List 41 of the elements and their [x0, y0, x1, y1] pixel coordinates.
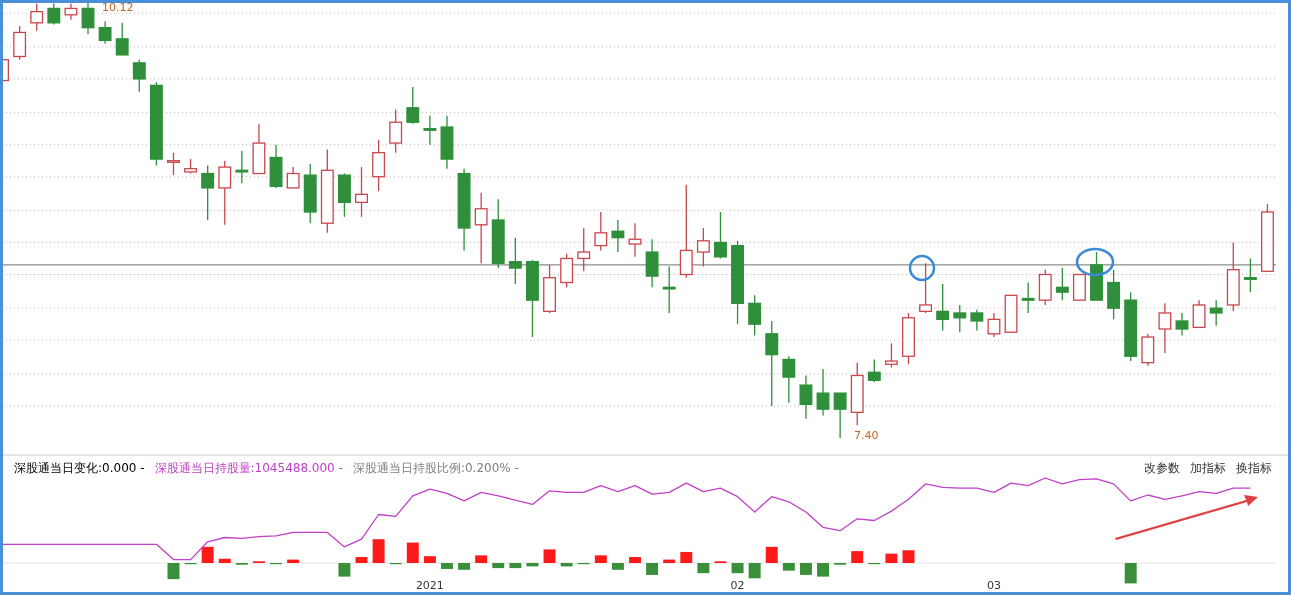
- bar: [167, 563, 180, 580]
- bar: [423, 556, 436, 563]
- text: 深股通当日变化:0.000 -: [14, 461, 145, 475]
- bar: [1124, 563, 1137, 584]
- bar: [646, 563, 659, 575]
- bar: [851, 551, 864, 563]
- bar: [782, 563, 795, 571]
- bar: [458, 563, 471, 570]
- text: 深股通当日持股量:1045488.000 -: [154, 461, 343, 475]
- text: 加指标: [1190, 461, 1226, 475]
- bar: [611, 563, 624, 570]
- bar: [697, 563, 710, 574]
- bar: [629, 557, 641, 563]
- bar: [201, 546, 214, 563]
- bar: [338, 563, 351, 577]
- bar: [543, 549, 556, 563]
- annotation: 7.40: [854, 429, 879, 442]
- bar: [680, 551, 693, 563]
- x-tick-label: 2021: [415, 579, 444, 592]
- annotation: 10.12: [102, 1, 134, 14]
- bar: [885, 553, 898, 563]
- bar: [765, 546, 778, 563]
- bar: [355, 557, 368, 563]
- bar: [509, 563, 522, 569]
- bar: [799, 563, 812, 575]
- bar: [372, 539, 385, 563]
- bar: [492, 563, 505, 569]
- bar: [440, 563, 453, 569]
- bar: [594, 555, 607, 563]
- text: 改参数: [1144, 461, 1180, 475]
- text: 换指标: [1236, 461, 1272, 475]
- bar: [902, 550, 915, 563]
- x-tick-label: 03: [986, 579, 1001, 592]
- bar: [406, 542, 419, 563]
- bar: [218, 558, 231, 563]
- bar: [748, 563, 761, 579]
- bar: [475, 555, 488, 563]
- x-tick-label: 02: [730, 579, 745, 592]
- bar: [817, 563, 830, 577]
- text: 深股通当日持股比例:0.200% -: [352, 461, 519, 475]
- bar: [731, 563, 744, 574]
